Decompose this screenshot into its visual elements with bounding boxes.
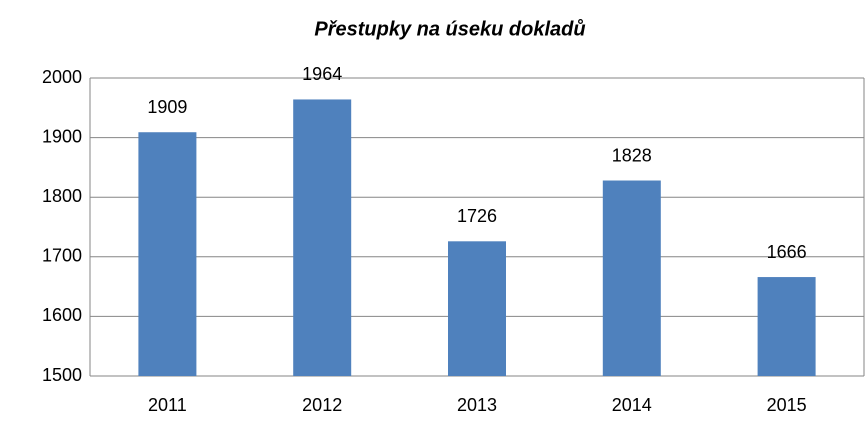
data-label: 1964	[302, 64, 342, 84]
bar	[757, 277, 816, 376]
y-tick-label: 2000	[42, 67, 82, 87]
x-tick-label: 2012	[302, 395, 342, 415]
bar	[138, 132, 197, 376]
data-label: 1909	[147, 97, 187, 117]
data-label: 1666	[767, 242, 807, 262]
data-label: 1828	[612, 145, 652, 165]
y-tick-label: 1800	[42, 186, 82, 206]
x-tick-label: 2015	[767, 395, 807, 415]
x-tick-label: 2014	[612, 395, 652, 415]
bar	[293, 99, 352, 377]
y-tick-label: 1900	[42, 126, 82, 146]
chart-title: Přestupky na úseku dokladů	[314, 18, 585, 40]
y-tick-label: 1500	[42, 365, 82, 385]
y-tick-label: 1700	[42, 246, 82, 266]
bar	[448, 241, 506, 376]
data-label: 1726	[457, 206, 497, 226]
x-tick-label: 2011	[148, 395, 187, 415]
y-tick-label: 1600	[42, 305, 82, 325]
bar	[602, 180, 661, 376]
x-tick-label: 2013	[457, 395, 497, 415]
